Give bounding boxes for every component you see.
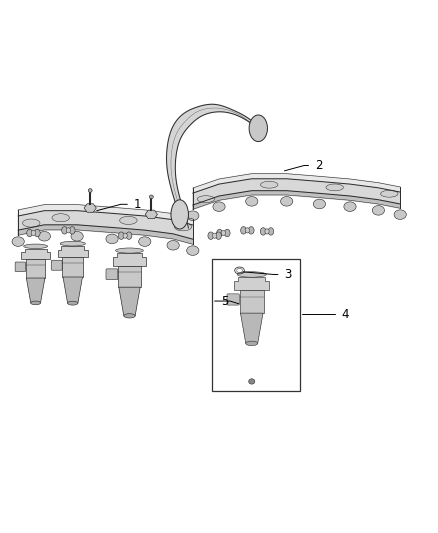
Ellipse shape bbox=[215, 232, 221, 239]
Ellipse shape bbox=[372, 206, 385, 215]
Ellipse shape bbox=[246, 341, 258, 346]
Ellipse shape bbox=[268, 228, 274, 235]
Polygon shape bbox=[63, 257, 83, 277]
Polygon shape bbox=[26, 278, 45, 303]
Ellipse shape bbox=[249, 115, 268, 142]
Ellipse shape bbox=[281, 197, 293, 206]
Polygon shape bbox=[240, 290, 264, 313]
Ellipse shape bbox=[71, 231, 83, 241]
Ellipse shape bbox=[35, 229, 40, 237]
Ellipse shape bbox=[394, 210, 406, 220]
FancyBboxPatch shape bbox=[51, 260, 62, 270]
Ellipse shape bbox=[248, 227, 254, 234]
Polygon shape bbox=[145, 210, 157, 219]
Ellipse shape bbox=[31, 301, 41, 305]
Polygon shape bbox=[84, 204, 96, 212]
Polygon shape bbox=[18, 211, 193, 239]
Ellipse shape bbox=[167, 240, 179, 250]
Polygon shape bbox=[63, 277, 82, 303]
Circle shape bbox=[221, 230, 226, 236]
Ellipse shape bbox=[67, 301, 78, 305]
Circle shape bbox=[66, 228, 71, 233]
Ellipse shape bbox=[12, 237, 24, 246]
Polygon shape bbox=[18, 225, 193, 244]
Ellipse shape bbox=[116, 248, 143, 253]
FancyBboxPatch shape bbox=[227, 294, 239, 305]
Ellipse shape bbox=[313, 199, 325, 209]
Ellipse shape bbox=[126, 232, 132, 239]
Ellipse shape bbox=[52, 214, 70, 222]
Polygon shape bbox=[166, 104, 263, 228]
Circle shape bbox=[245, 228, 250, 233]
Text: 3: 3 bbox=[285, 268, 292, 281]
Ellipse shape bbox=[260, 228, 266, 235]
Ellipse shape bbox=[187, 246, 199, 255]
Circle shape bbox=[212, 233, 217, 238]
Ellipse shape bbox=[224, 229, 230, 237]
Polygon shape bbox=[118, 265, 141, 287]
Ellipse shape bbox=[249, 379, 255, 384]
Ellipse shape bbox=[120, 216, 137, 224]
Polygon shape bbox=[193, 179, 400, 205]
Polygon shape bbox=[240, 313, 263, 343]
FancyBboxPatch shape bbox=[106, 269, 118, 280]
Ellipse shape bbox=[88, 189, 92, 192]
Polygon shape bbox=[193, 191, 400, 209]
Polygon shape bbox=[119, 287, 140, 316]
Text: 5: 5 bbox=[221, 295, 229, 308]
Circle shape bbox=[31, 230, 35, 236]
Ellipse shape bbox=[106, 234, 118, 244]
Ellipse shape bbox=[139, 237, 151, 246]
Ellipse shape bbox=[344, 202, 356, 212]
Ellipse shape bbox=[124, 314, 135, 318]
Ellipse shape bbox=[213, 202, 225, 212]
Ellipse shape bbox=[240, 227, 247, 234]
Ellipse shape bbox=[60, 241, 85, 246]
Circle shape bbox=[123, 233, 127, 238]
Ellipse shape bbox=[261, 181, 278, 188]
Ellipse shape bbox=[149, 195, 153, 199]
Polygon shape bbox=[18, 205, 193, 225]
Text: 2: 2 bbox=[315, 159, 322, 172]
Polygon shape bbox=[113, 253, 146, 265]
Ellipse shape bbox=[38, 231, 50, 241]
Ellipse shape bbox=[22, 219, 40, 227]
Polygon shape bbox=[21, 249, 50, 260]
Ellipse shape bbox=[187, 211, 199, 221]
Circle shape bbox=[265, 229, 269, 234]
Ellipse shape bbox=[208, 232, 214, 239]
Ellipse shape bbox=[237, 272, 266, 277]
Text: 4: 4 bbox=[341, 308, 349, 321]
Ellipse shape bbox=[326, 184, 343, 191]
Polygon shape bbox=[234, 277, 269, 290]
Text: 1: 1 bbox=[134, 198, 141, 211]
Ellipse shape bbox=[197, 196, 215, 203]
Bar bbox=[212, 259, 300, 391]
Ellipse shape bbox=[69, 227, 75, 234]
Ellipse shape bbox=[171, 200, 188, 229]
Polygon shape bbox=[58, 246, 88, 257]
Ellipse shape bbox=[246, 197, 258, 206]
FancyBboxPatch shape bbox=[15, 262, 25, 272]
Ellipse shape bbox=[62, 227, 67, 234]
Ellipse shape bbox=[217, 229, 223, 237]
Polygon shape bbox=[193, 174, 400, 193]
Ellipse shape bbox=[174, 223, 192, 231]
Ellipse shape bbox=[24, 244, 48, 248]
Ellipse shape bbox=[27, 229, 32, 237]
Polygon shape bbox=[26, 260, 46, 278]
Ellipse shape bbox=[118, 232, 124, 239]
Ellipse shape bbox=[381, 190, 398, 197]
